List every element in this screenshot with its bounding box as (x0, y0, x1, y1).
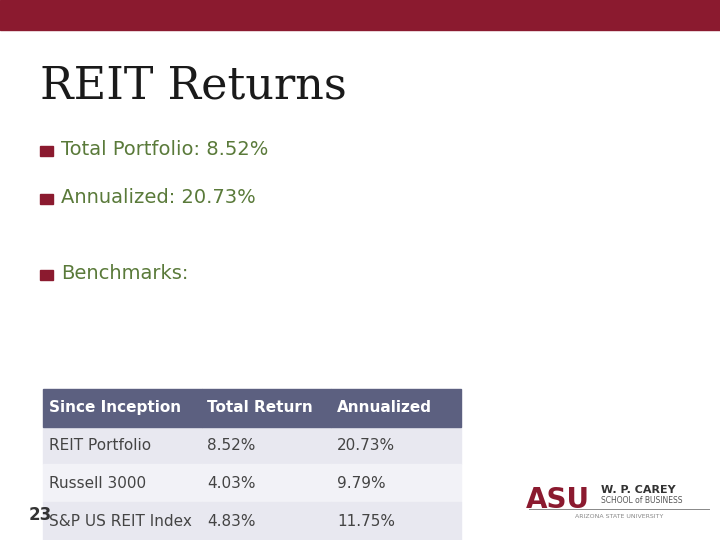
Bar (202, 464, 331, 502)
Bar (43, 389, 202, 427)
Bar (331, 502, 461, 540)
Bar (331, 389, 461, 427)
Text: Benchmarks:: Benchmarks: (61, 264, 189, 283)
Bar (202, 502, 331, 540)
Text: REIT Portfolio: REIT Portfolio (49, 438, 151, 453)
Text: Since Inception: Since Inception (49, 400, 181, 415)
Text: Annualized: Annualized (337, 400, 432, 415)
Text: Total Return: Total Return (207, 400, 313, 415)
Text: S&P US REIT Index: S&P US REIT Index (49, 514, 192, 529)
Text: REIT Returns: REIT Returns (40, 65, 346, 108)
Text: 8.52%: 8.52% (207, 438, 256, 453)
Text: Annualized: 20.73%: Annualized: 20.73% (61, 188, 256, 207)
Text: 20.73%: 20.73% (337, 438, 395, 453)
Bar (40, 194, 53, 204)
Text: 11.75%: 11.75% (337, 514, 395, 529)
Text: W. P. CAREY: W. P. CAREY (601, 485, 676, 495)
Bar (43, 464, 202, 502)
Text: ARIZONA STATE UNIVERSITY: ARIZONA STATE UNIVERSITY (575, 514, 663, 519)
Text: ASU: ASU (526, 485, 590, 514)
Bar (202, 427, 331, 464)
Text: 4.83%: 4.83% (207, 514, 256, 529)
Text: 9.79%: 9.79% (337, 476, 386, 491)
Text: Total Portfolio: 8.52%: Total Portfolio: 8.52% (61, 139, 269, 159)
Text: Russell 3000: Russell 3000 (49, 476, 146, 491)
Bar (331, 464, 461, 502)
Bar (0, 0, 720, 30)
Bar (331, 427, 461, 464)
Bar (202, 389, 331, 427)
Bar (40, 146, 53, 156)
Bar (40, 270, 53, 280)
Text: 4.03%: 4.03% (207, 476, 256, 491)
Bar (43, 427, 202, 464)
Text: 23: 23 (29, 506, 52, 524)
Bar (43, 502, 202, 540)
Text: SCHOOL of BUSINESS: SCHOOL of BUSINESS (601, 496, 683, 505)
